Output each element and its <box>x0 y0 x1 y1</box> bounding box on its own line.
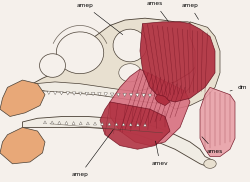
Polygon shape <box>110 93 114 96</box>
Polygon shape <box>140 22 215 102</box>
Text: ames: ames <box>202 137 223 154</box>
Polygon shape <box>200 87 235 157</box>
Polygon shape <box>47 91 50 94</box>
Polygon shape <box>0 127 45 164</box>
Polygon shape <box>91 92 95 96</box>
Polygon shape <box>170 22 220 109</box>
Polygon shape <box>58 121 61 124</box>
Polygon shape <box>136 123 139 126</box>
Polygon shape <box>204 159 216 168</box>
Polygon shape <box>136 94 139 97</box>
Polygon shape <box>79 92 82 95</box>
Polygon shape <box>100 102 170 149</box>
Polygon shape <box>144 123 146 126</box>
Polygon shape <box>41 91 44 94</box>
Polygon shape <box>108 122 111 125</box>
Polygon shape <box>22 116 215 167</box>
Polygon shape <box>115 123 118 126</box>
Polygon shape <box>142 94 146 97</box>
Polygon shape <box>122 123 125 126</box>
Polygon shape <box>40 54 66 77</box>
Polygon shape <box>119 64 141 82</box>
Polygon shape <box>66 92 70 95</box>
Text: dm: dm <box>230 85 247 91</box>
Polygon shape <box>44 121 46 124</box>
Polygon shape <box>51 121 54 124</box>
Polygon shape <box>56 32 104 74</box>
Polygon shape <box>113 29 147 62</box>
Polygon shape <box>72 122 75 124</box>
Polygon shape <box>101 122 104 125</box>
Polygon shape <box>110 69 190 146</box>
Polygon shape <box>98 93 101 96</box>
Polygon shape <box>104 93 108 96</box>
Polygon shape <box>148 94 152 97</box>
Polygon shape <box>32 18 208 91</box>
Text: amep: amep <box>182 3 198 19</box>
Text: ames: ames <box>147 1 168 21</box>
Polygon shape <box>0 80 45 116</box>
Polygon shape <box>85 92 88 96</box>
Text: amep: amep <box>72 130 113 177</box>
Polygon shape <box>54 91 57 95</box>
Polygon shape <box>117 93 120 96</box>
Polygon shape <box>72 92 76 95</box>
Polygon shape <box>94 122 96 125</box>
Polygon shape <box>65 121 68 124</box>
Text: amep: amep <box>76 3 123 35</box>
Polygon shape <box>79 122 82 125</box>
Polygon shape <box>155 95 170 106</box>
Polygon shape <box>129 94 133 97</box>
Text: amev: amev <box>152 141 168 166</box>
Polygon shape <box>35 82 162 104</box>
Polygon shape <box>60 92 63 95</box>
Polygon shape <box>123 93 126 97</box>
Polygon shape <box>129 123 132 126</box>
Polygon shape <box>86 122 89 125</box>
